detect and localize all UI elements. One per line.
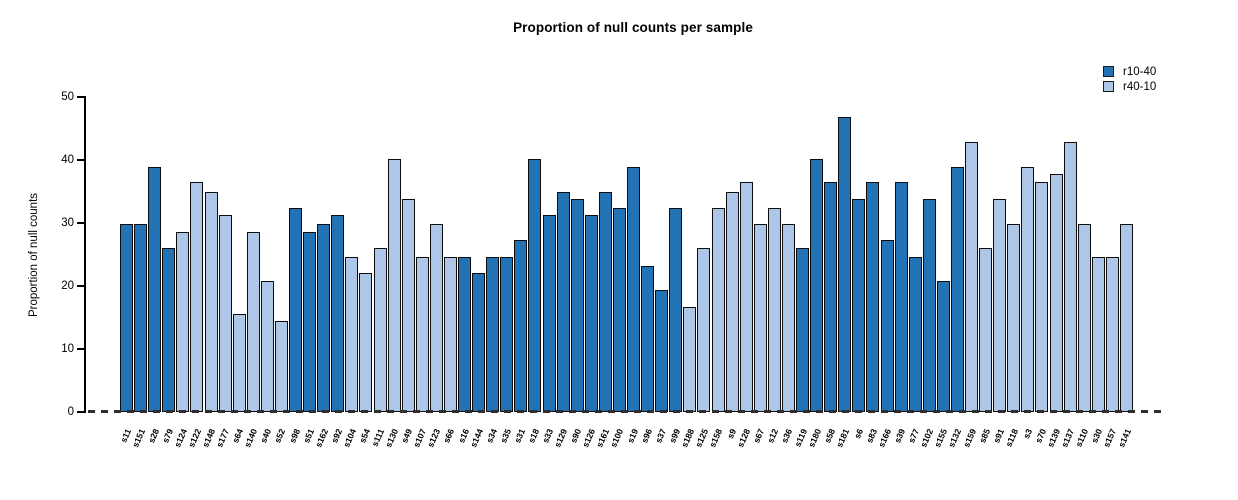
bar-s162 [317,224,331,412]
bar-s77 [908,257,922,412]
bar-s141 [1120,224,1133,412]
bar-s28 [148,166,162,412]
bar-s58 [824,182,838,412]
bar-s107 [415,257,429,412]
bar-s155 [936,280,950,412]
bar-s181 [838,116,852,412]
bar-s70 [1035,182,1049,412]
y-tick-mark [77,222,84,224]
legend-label: r40-10 [1123,80,1157,93]
bar-s12 [767,207,781,412]
bar-s100 [612,207,626,412]
bar-s66 [443,257,457,412]
bar-s36 [781,224,795,412]
bar-s33 [542,215,556,412]
bar-s91 [993,199,1007,412]
zero-baseline-dashed [88,410,1161,413]
y-tick-mark [77,96,84,98]
bar-s124 [176,232,190,412]
bar-s111 [373,248,387,412]
bar-s110 [1077,224,1091,412]
y-tick-mark [77,285,84,287]
bar-s98 [289,207,302,412]
bar-s16 [458,257,472,412]
y-tick-label: 50 [61,90,74,103]
bar-s140 [246,232,260,412]
bar-s49 [401,199,415,412]
legend: r10-40 r40-10 [1103,64,1156,94]
bar-s123 [429,224,443,412]
bar-s51 [303,232,317,412]
bar-s6 [852,199,866,412]
bar-s79 [162,248,176,412]
y-tick-label: 0 [67,405,74,418]
bar-s67 [753,224,767,412]
bar-s122 [190,182,204,412]
bar-s137 [1063,141,1077,412]
bar-s158 [711,207,725,412]
bar-s52 [274,321,288,412]
bar-s31 [514,240,528,412]
bar-s96 [641,265,655,412]
bar-s90 [570,199,584,412]
bar-s177 [218,215,232,412]
plot-area [120,97,1133,412]
y-axis-label: Proportion of null counts [28,192,40,317]
bar-s126 [584,215,598,412]
bar-s180 [810,158,824,412]
bar-s83 [866,182,880,412]
bar-s39 [894,182,908,412]
y-tick-label: 40 [61,153,74,166]
bar-s9 [725,191,739,412]
bar-s104 [345,257,359,412]
bar-s19 [627,166,641,412]
y-tick-mark [77,159,84,161]
y-tick-mark [77,411,84,413]
bar-s99 [669,207,683,412]
legend-item-r40-10: r40-10 [1103,79,1156,94]
legend-label: r10-40 [1123,65,1157,78]
bar-s118 [1007,224,1021,412]
y-tick-mark [77,348,84,350]
bar-s64 [232,313,246,412]
bar-s125 [697,248,711,412]
bar-s102 [922,199,936,412]
bar-s151 [134,224,148,412]
bar-s159 [965,141,979,412]
bar-s35 [500,257,514,412]
legend-swatch-light [1103,81,1114,92]
bar-s40 [260,280,274,412]
y-tick-label: 20 [61,279,74,292]
bar-s119 [796,248,810,412]
bar-s166 [880,240,894,412]
bar-s161 [598,191,612,412]
y-axis-line [84,96,86,413]
bar-s129 [556,191,570,412]
bar-s130 [387,158,401,412]
legend-swatch-dark [1103,66,1114,77]
bar-s144 [472,273,486,412]
bar-s148 [204,191,218,412]
bar-s92 [331,215,345,412]
bar-s128 [739,182,753,412]
bar-s37 [655,289,669,412]
bar-s34 [486,257,500,412]
y-tick-label: 30 [61,216,74,229]
bar-s3 [1021,166,1035,412]
bar-s85 [979,248,993,412]
bar-s30 [1091,257,1105,412]
bar-s139 [1049,173,1063,412]
bar-s18 [528,158,542,412]
y-tick-label: 10 [61,342,74,355]
chart-title: Proportion of null counts per sample [513,20,753,35]
legend-item-r10-40: r10-40 [1103,64,1156,79]
bar-s188 [683,306,697,412]
bar-s157 [1105,257,1119,412]
bar-s11 [120,224,133,412]
bar-s54 [359,273,373,412]
bar-s132 [950,166,964,412]
